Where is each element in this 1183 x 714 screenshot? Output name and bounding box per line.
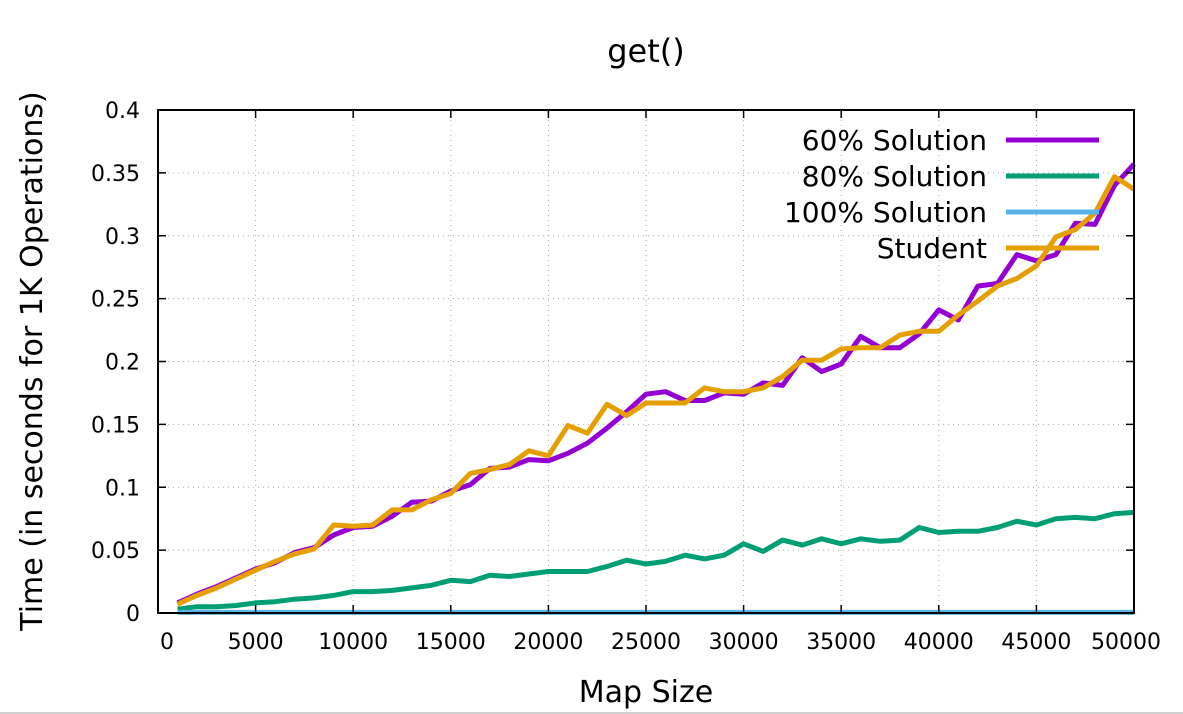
grid (158, 110, 1134, 613)
x-tick-label: 30000 (709, 630, 779, 655)
chart-title: get() (607, 32, 685, 70)
series-line-60-solution (176, 162, 1136, 606)
legend-label-student: Student (877, 232, 987, 265)
x-tick-label: 10000 (318, 630, 388, 655)
y-tick-label: 0.35 (91, 162, 140, 187)
series-line-80-solution (177, 509, 1135, 612)
y-tick-label: 0.25 (91, 288, 140, 313)
x-axis-title: Map Size (579, 675, 713, 710)
y-tick-label: 0.4 (105, 99, 140, 124)
legend-label-100-solution: 100% Solution (784, 196, 987, 229)
x-tick-label: 50000 (1091, 630, 1161, 655)
y-axis-title: Time (in seconds for 1K Operations) (15, 91, 50, 631)
legend-label-60-solution: 60% Solution (802, 124, 987, 157)
y-tick-label: 0.15 (91, 413, 140, 438)
x-tick-label: 40000 (904, 630, 974, 655)
x-tick-label: 5000 (228, 630, 284, 655)
y-tick-label: 0.3 (105, 225, 140, 250)
series-lines (176, 162, 1136, 615)
x-tick-label: 45000 (1001, 630, 1071, 655)
legend-label-80-solution: 80% Solution (802, 160, 987, 193)
series-line-student (176, 174, 1136, 607)
x-tick-label: 15000 (416, 630, 486, 655)
y-tick-label: 0.05 (91, 539, 140, 564)
x-tick-label: 0 (160, 630, 174, 655)
x-tick-label: 20000 (513, 630, 583, 655)
y-tick-label: 0 (126, 602, 140, 627)
y-tick-label: 0.2 (105, 351, 140, 376)
axis-ticks: 0 5000 10000 15000 20000 25000 30000 35000 40000… (91, 99, 1161, 655)
y-tick-label: 0.1 (105, 476, 140, 501)
x-tick-label: 25000 (611, 630, 681, 655)
x-tick-label: 35000 (806, 630, 876, 655)
